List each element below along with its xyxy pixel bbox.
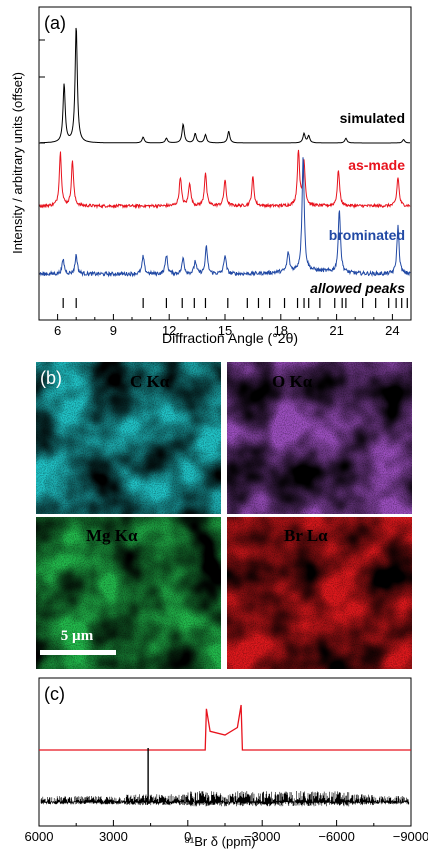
x-tick-label: 15 [218,323,232,338]
eds-map-3 [36,517,221,669]
panel-a-ylabel: Intensity / arbitrary units (offset) [10,72,25,254]
x-tick-label: 0 [184,829,191,844]
panel-c-xlabel: ⁸¹Br δ (ppm) [184,834,255,849]
x-tick-label: −6000 [318,829,355,844]
x-tick-label: −3000 [244,829,281,844]
map-grain [36,517,221,669]
series-line-simulated [39,704,411,751]
eds-map-1 [36,362,221,514]
map-label-br: Br Lα [284,526,328,545]
x-tick-label: 6 [54,323,61,338]
scale-bar-label: 5 µm [61,628,94,644]
map-label-o: O Kα [272,372,313,391]
offset-ticks [39,39,45,275]
x-tick-label: −9000 [393,829,428,844]
eds-map-4 [227,517,412,669]
pxrd-series [39,27,411,278]
x-tick-label: 6000 [25,829,54,844]
series-label-as-made: as-made [348,157,405,173]
series-label-brominated: brominated [329,227,405,243]
series-line-experimental [40,791,410,807]
eds-map-2 [227,362,412,514]
panel-c-label: (c) [44,684,65,704]
x-tick-label: 12 [162,323,176,338]
x-axis: 6 9 12 15 18 21 24 [38,314,412,338]
x-axis: 6000 3000 0 −3000 −6000 −9000 [25,820,428,844]
series-label-simulated: simulated [340,110,405,126]
series-line-as-made [39,149,411,210]
map-grain [36,362,221,514]
x-tick-label: 3000 [99,829,128,844]
x-tick-label: 24 [385,323,399,338]
map-label-mg: Mg Kα [86,526,138,545]
scale-bar [40,650,116,655]
map-grain [227,362,412,514]
allowed-peaks-label: allowed peaks [310,280,405,296]
map-label-c: C Kα [130,372,170,391]
series-line-brominated [39,157,411,278]
x-tick-label: 9 [110,323,117,338]
allowed-peak-marks [62,298,408,308]
panel-c: (c) 6000 3000 0 −3000 −6000 −9000 ⁸¹Br δ (ppm… [25,677,428,849]
series-line-simulated [40,27,411,144]
nmr-series [39,704,411,807]
panel-a-label: (a) [44,13,66,33]
map-grain [227,517,412,669]
panel-a: (a) Intensity / arbitrary units (offset)… [10,6,412,346]
panel-a-xlabel: Diffraction Angle (°2θ) [162,330,298,346]
panel-b-label: (b) [40,368,62,388]
panel-b: (b) C Kα O Kα Mg Kα Br Lα 5 µm [36,362,412,669]
x-tick-label: 21 [329,323,343,338]
x-tick-label: 18 [274,323,288,338]
